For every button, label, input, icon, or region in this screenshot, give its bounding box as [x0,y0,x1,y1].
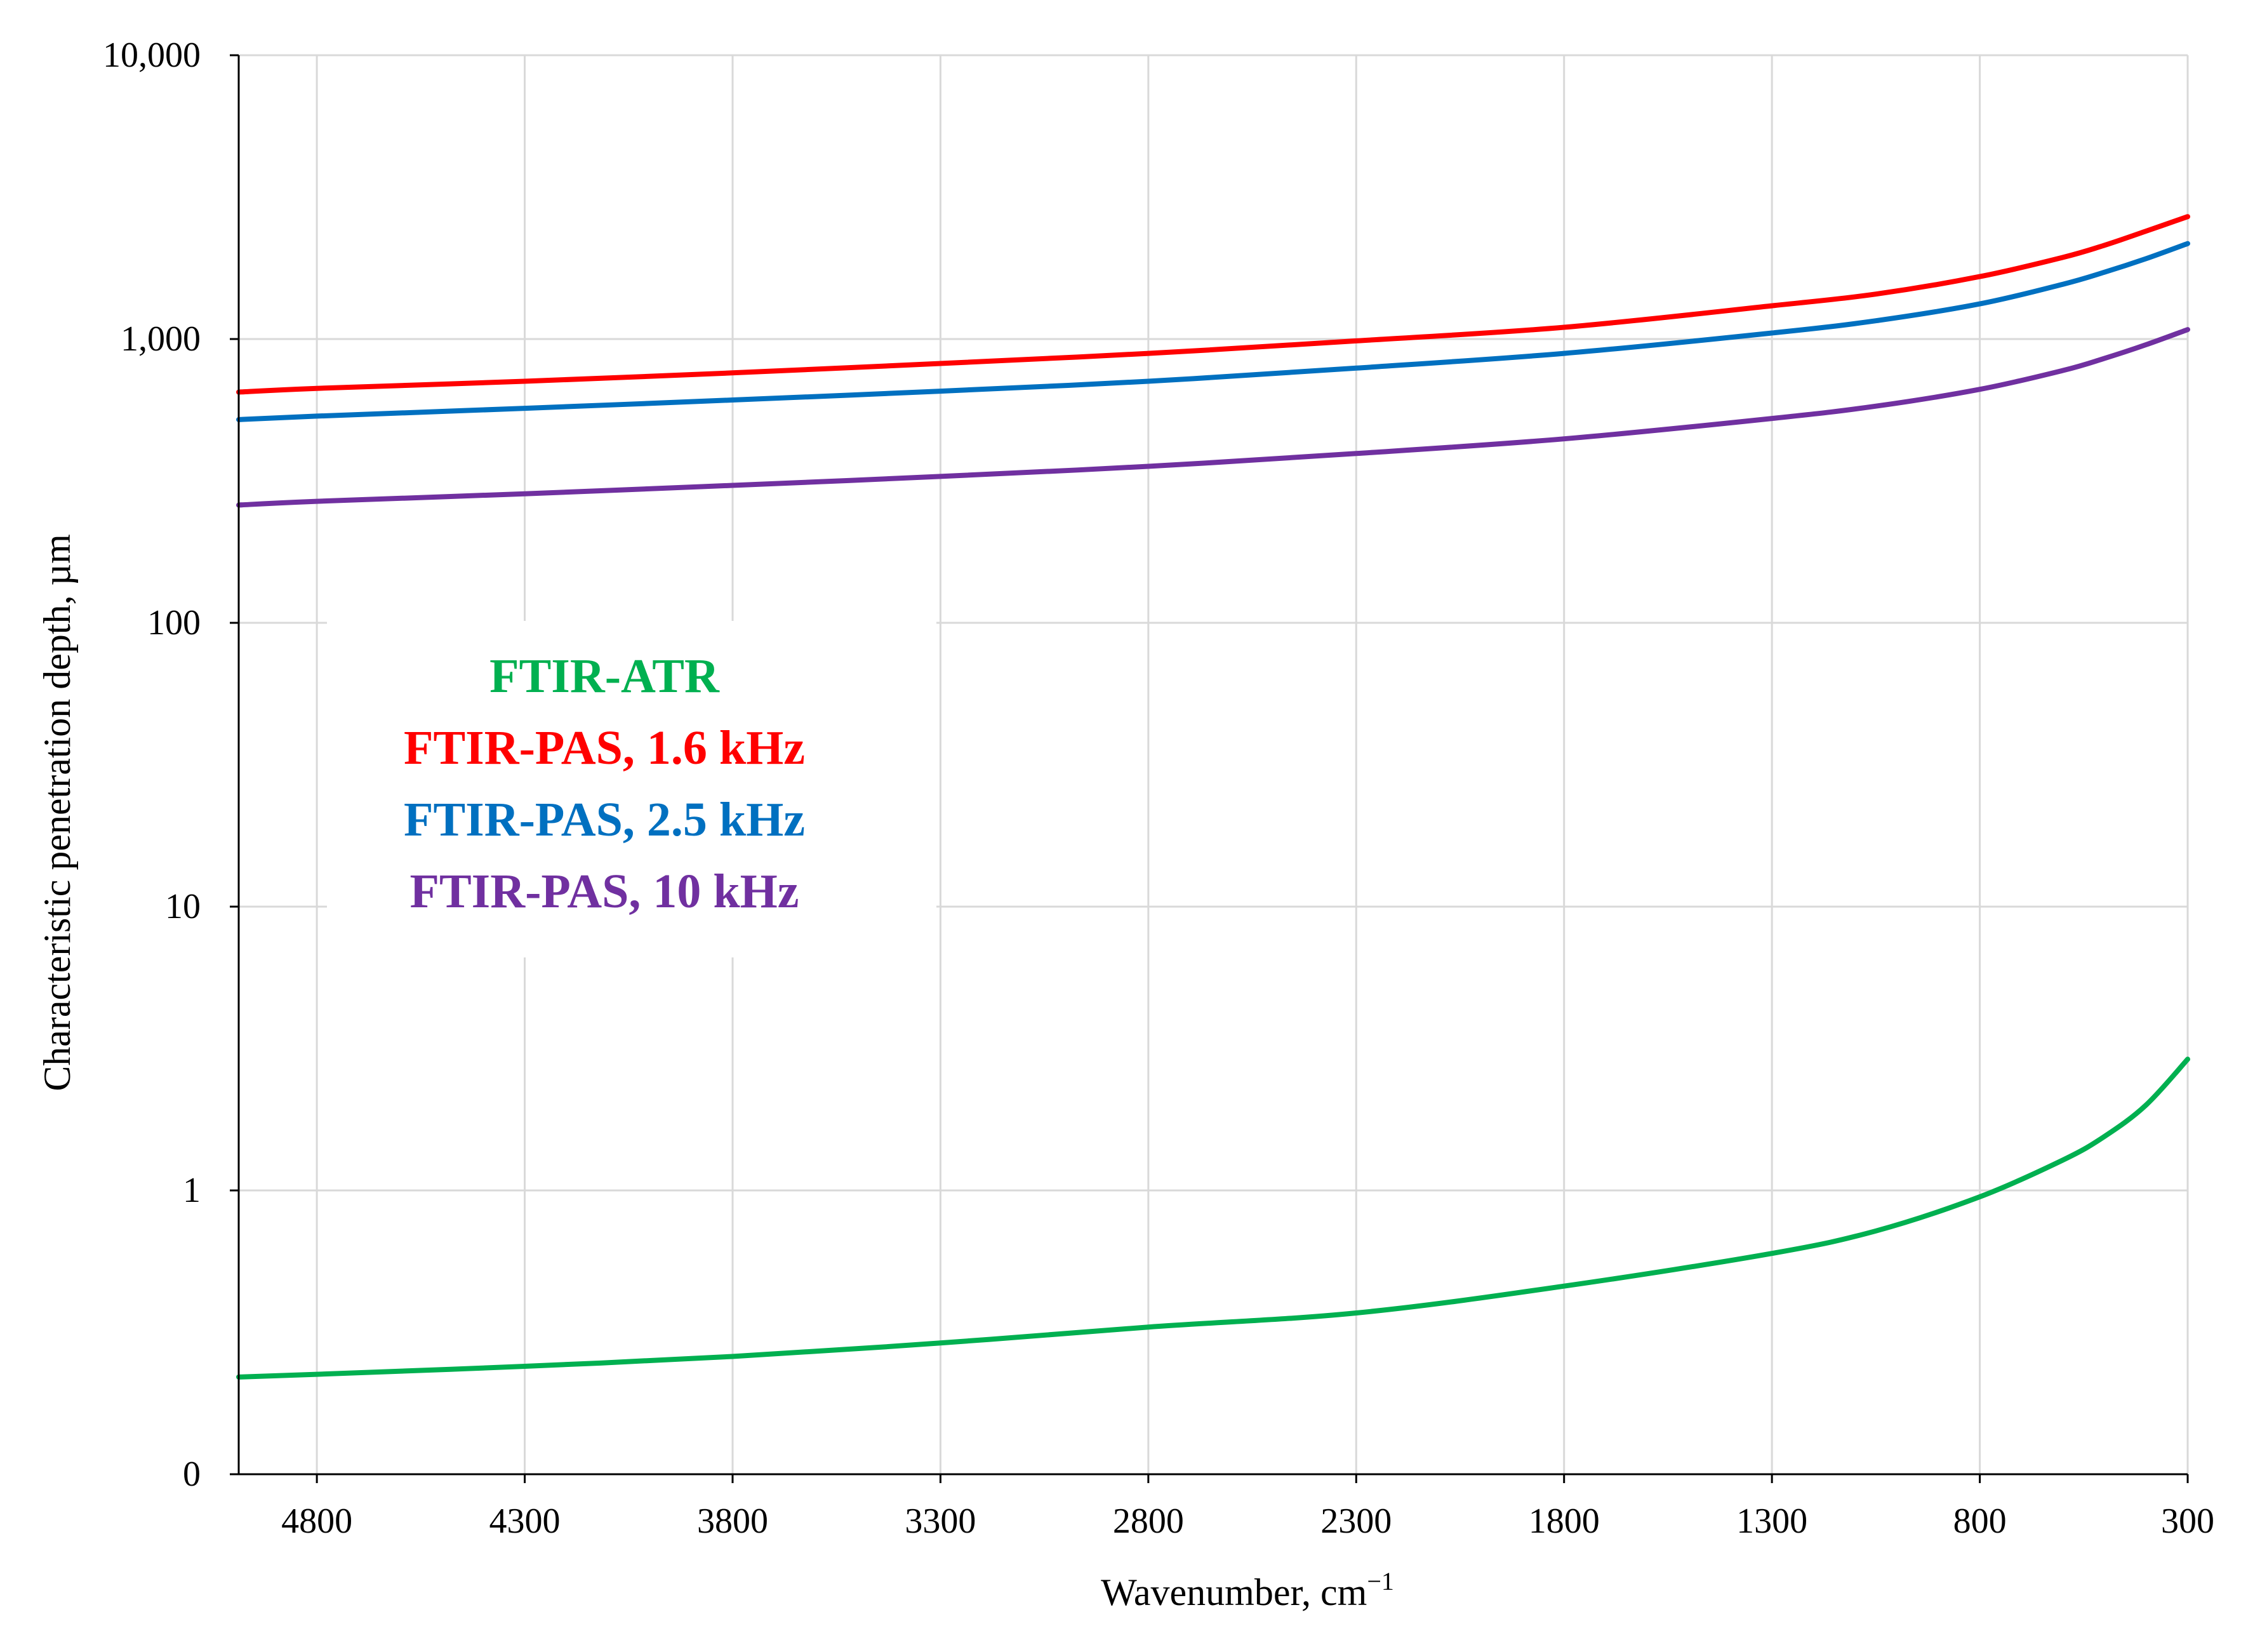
series-line-ftir-pas-2-5-khz [236,241,2190,422]
legend-box [327,621,936,957]
series-lines [236,214,2190,1380]
x-tick-label-1800: 1800 [1529,1502,1600,1541]
y-tick-label-0: 0 [183,1455,201,1494]
series-line-ftir-pas-1-6-khz [236,214,2190,395]
x-tick-label-2300: 2300 [1320,1502,1392,1541]
x-axis-title: Wavenumber, cm−1 [1101,1567,1394,1613]
x-tick-label-3800: 3800 [697,1502,768,1541]
legend-entry-ftir-pas-10-khz: FTIR-PAS, 10 kHz [410,865,799,918]
series-line-ftir-pas-10-khz [236,327,2190,508]
series-line-ftir-atr [236,1056,2190,1380]
y-tick-label-10,000: 10,000 [103,36,201,75]
axes [230,54,2189,1483]
x-axis-title-superscript: −1 [1367,1567,1394,1595]
legend: FTIR-ATR FTIR-PAS, 1.6 kHz FTIR-PAS, 2.5 k… [327,621,936,957]
tick-labels: 4800 4300 3800 3300 2800 2300 1800 1300 800 300 0 1… [103,36,2214,1541]
y-tick-label-100: 100 [147,603,201,643]
y-axis-title: Characteristic penetration depth, µm [36,534,78,1091]
x-tick-label-2800: 2800 [1113,1502,1184,1541]
x-tick-label-1300: 1300 [1736,1502,1807,1541]
x-tick-label-800: 800 [1953,1502,2007,1541]
y-tick-label-1: 1 [183,1171,201,1210]
x-tick-label-4300: 4300 [489,1502,561,1541]
x-axis-title-text: Wavenumber, cm [1101,1571,1367,1613]
legend-entry-ftir-pas-2-5-khz: FTIR-PAS, 2.5 kHz [404,793,805,846]
y-tick-label-1,000: 1,000 [121,319,201,359]
x-tick-label-3300: 3300 [905,1502,976,1541]
legend-entry-ftir-pas-1-6-khz: FTIR-PAS, 1.6 kHz [404,721,805,775]
x-tick-label-4800: 4800 [281,1502,352,1541]
y-tick-label-10: 10 [165,887,201,926]
legend-entry-ftir-atr: FTIR-ATR [489,649,720,703]
x-tick-label-300: 300 [2161,1502,2214,1541]
